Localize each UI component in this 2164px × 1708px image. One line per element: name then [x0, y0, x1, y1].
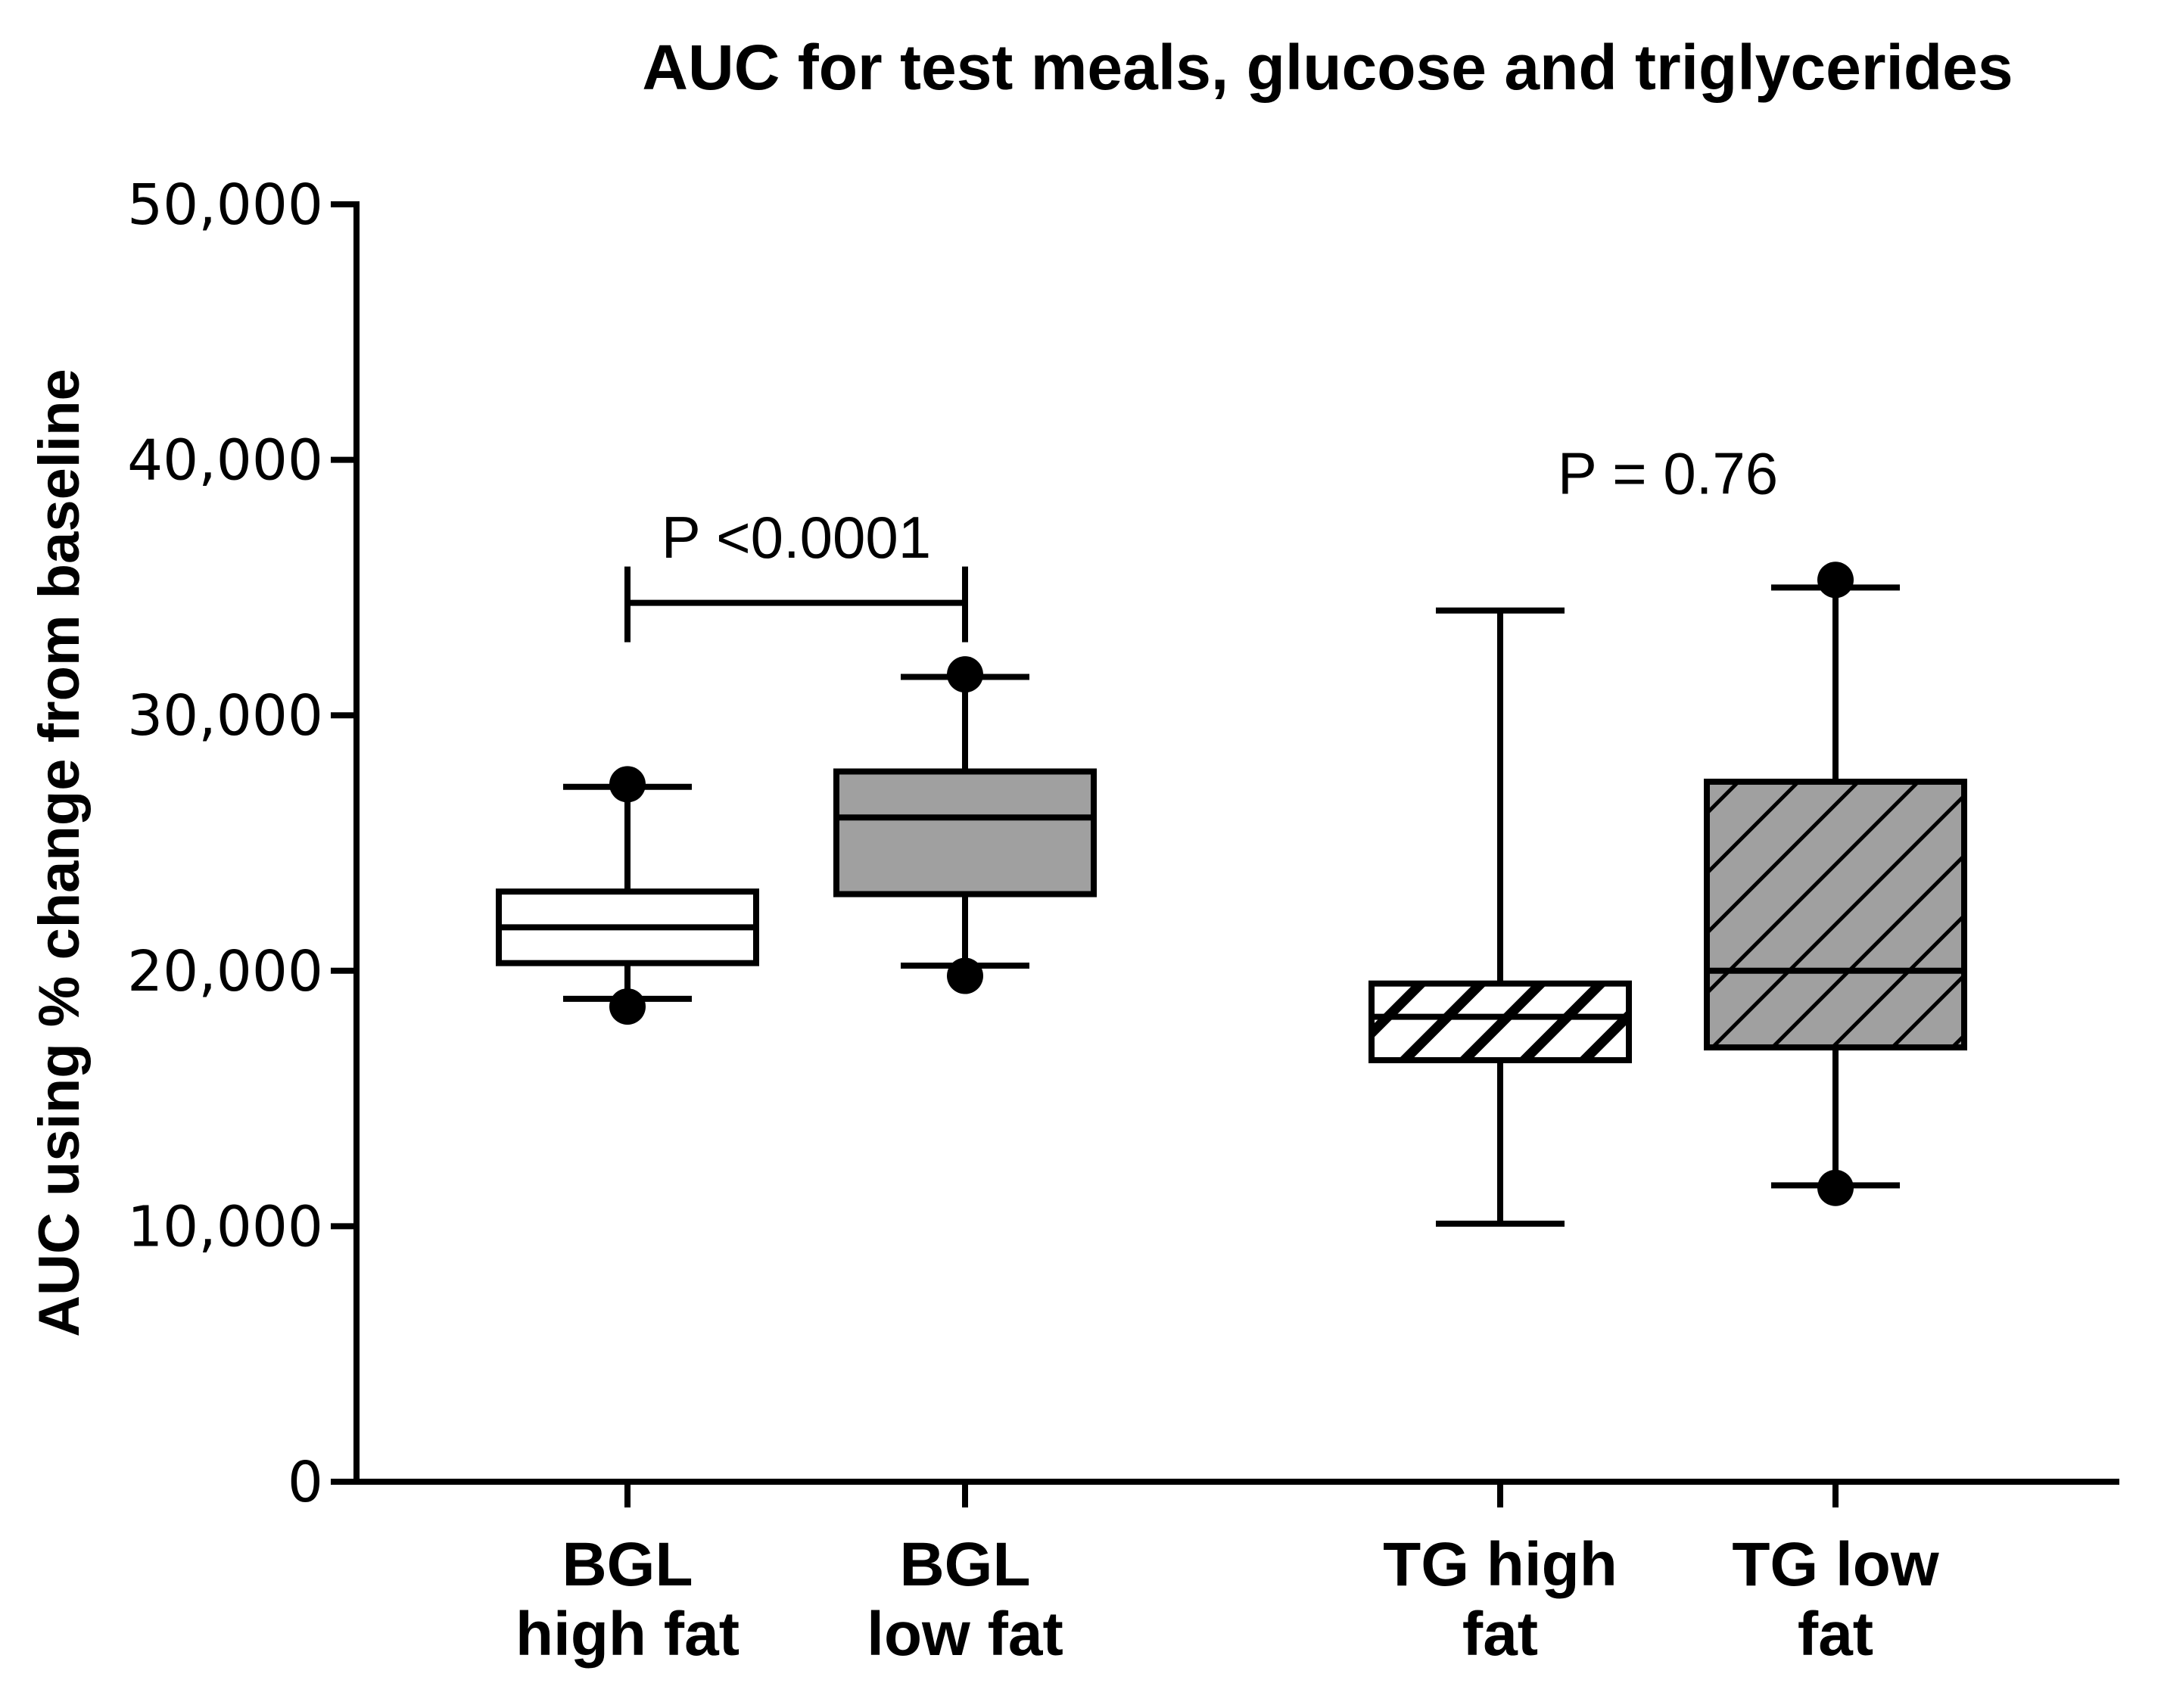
y-tick-label: 40,000: [127, 428, 323, 493]
y-axis-ticks: 0 10,000 20,000 30,000 40,000 50,000: [127, 173, 357, 1515]
y-tick-label: 30,000: [127, 683, 323, 748]
data-point: [609, 766, 646, 803]
y-tick-label: 20,000: [127, 939, 323, 1004]
chart-title: AUC for test meals, glucose and triglyce…: [642, 32, 2013, 103]
x-category-label-line: TG high: [1383, 1530, 1618, 1599]
x-category-label-bgl-high-fat: BGL high fat: [515, 1530, 739, 1669]
x-category-label-tg-high-fat: TG high fat: [1383, 1530, 1618, 1669]
p-value-label: P = 0.76: [1558, 440, 1778, 506]
x-category-label-line: BGL: [562, 1530, 693, 1599]
box-plots: [496, 562, 1967, 1227]
x-category-label-line: TG low: [1732, 1530, 1939, 1599]
y-tick-label: 10,000: [127, 1194, 323, 1259]
p-value-label: P <0.0001: [662, 504, 931, 571]
data-point: [947, 656, 983, 693]
x-category-label-line: BGL: [899, 1530, 1030, 1599]
box-bgl-low-fat: [833, 656, 1097, 994]
y-axis-label: AUC using % change from baseline: [27, 369, 92, 1337]
annotation-tg-p: P = 0.76: [1558, 440, 1778, 506]
box-tg-low-fat: [1704, 562, 1967, 1206]
x-category-label-line: fat: [1798, 1600, 1873, 1669]
data-point: [1817, 562, 1854, 599]
box-iqr: [1704, 778, 1967, 1051]
x-category-label-line: low fat: [867, 1600, 1063, 1669]
x-category-label-line: high fat: [515, 1600, 739, 1669]
axes: [353, 201, 2119, 1485]
box-bgl-high-fat: [496, 766, 759, 1025]
data-point: [609, 988, 646, 1025]
x-category-label-bgl-low-fat: BGL low fat: [867, 1530, 1063, 1669]
annotation-bgl-p: P <0.0001: [624, 504, 968, 642]
y-tick-label: 50,000: [127, 173, 323, 238]
x-category-label-tg-low-fat: TG low fat: [1732, 1530, 1939, 1669]
y-tick-label: 0: [288, 1450, 323, 1515]
box-iqr: [833, 768, 1097, 898]
box-iqr: [1368, 980, 1632, 1063]
box-tg-high-fat: [1368, 607, 1632, 1227]
x-category-label-line: fat: [1462, 1600, 1538, 1669]
data-point: [947, 957, 983, 994]
data-point: [1817, 1169, 1854, 1206]
significance-annotations: P <0.0001 P = 0.76: [624, 440, 1778, 642]
